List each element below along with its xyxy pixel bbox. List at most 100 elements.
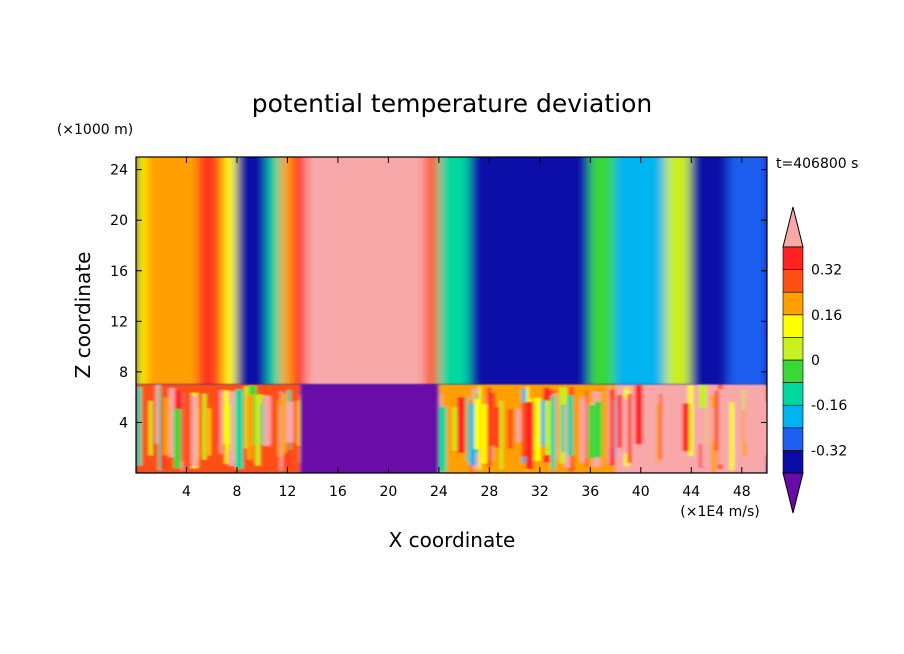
y-tick-label: 8 xyxy=(119,365,128,381)
lower-strand xyxy=(718,389,726,465)
lower-strand xyxy=(158,387,161,471)
lower-strand xyxy=(764,401,767,456)
lower-strand xyxy=(691,395,698,454)
lower-strand xyxy=(246,394,254,460)
upper-column-14 xyxy=(469,157,592,385)
colorbar-label: 0.16 xyxy=(811,308,842,324)
lower-strand xyxy=(711,408,715,442)
lower-strand xyxy=(516,408,522,443)
lower-strand xyxy=(676,394,683,456)
lower-strand xyxy=(487,387,492,467)
x-tick-label: 36 xyxy=(581,484,599,500)
colorbar-segment xyxy=(782,314,804,338)
lower-strand xyxy=(521,402,529,457)
upper-column-16 xyxy=(614,157,668,385)
lower-strand xyxy=(495,407,500,448)
lower-strand xyxy=(474,399,480,450)
lower-strand xyxy=(567,395,574,456)
lower-strand xyxy=(525,401,534,470)
y-tick-label: 24 xyxy=(110,163,128,179)
lower-strand xyxy=(656,403,660,464)
upper-column-17 xyxy=(665,157,693,385)
upper-column-15 xyxy=(589,157,617,385)
upper-column-3 xyxy=(185,157,201,385)
colorbar-segment xyxy=(782,450,804,474)
x-tick-label: 24 xyxy=(430,484,448,500)
lower-strand xyxy=(550,396,556,470)
x-tick-label: 12 xyxy=(279,484,297,500)
lower-strand xyxy=(469,403,477,466)
lower-strand xyxy=(623,398,629,453)
lower-strand xyxy=(659,393,662,460)
lower-strand xyxy=(607,399,613,449)
lower-strand xyxy=(168,387,175,458)
upper-column-11 xyxy=(305,157,428,385)
lower-strand xyxy=(724,406,728,468)
x-tick-label: 40 xyxy=(632,484,650,500)
lower-strand xyxy=(698,407,706,445)
lower-strand xyxy=(163,397,170,456)
lower-strand xyxy=(757,408,761,444)
lower-strand xyxy=(202,393,207,460)
upper-layer xyxy=(136,157,767,385)
lower-patch-1 xyxy=(300,384,439,473)
x-tick-label: 20 xyxy=(379,484,397,500)
lower-strand xyxy=(205,407,209,472)
colorbar-label: -0.16 xyxy=(811,398,847,414)
y-axis-label: Z coordinate xyxy=(71,252,95,379)
lower-strand xyxy=(714,390,719,451)
lower-strand xyxy=(729,402,734,471)
lower-strand xyxy=(148,400,153,456)
upper-column-10 xyxy=(292,157,308,385)
lower-strand xyxy=(478,385,482,471)
lower-strand xyxy=(478,390,485,466)
colorbar-segment xyxy=(782,269,804,293)
colorbar-segment xyxy=(782,427,804,451)
lower-strand xyxy=(742,409,747,456)
chart-title: potential temperature deviation xyxy=(252,89,652,118)
x-tick-label: 8 xyxy=(232,484,241,500)
time-label: t=406800 s xyxy=(776,156,858,172)
colorbar-label: -0.32 xyxy=(811,443,847,459)
lower-strand xyxy=(452,406,457,451)
lower-strand xyxy=(635,385,643,445)
lower-strand xyxy=(228,403,231,451)
lower-strand xyxy=(585,390,588,467)
y-tick-label: 20 xyxy=(110,213,128,229)
lower-strand xyxy=(688,384,694,456)
x-tick-label: 32 xyxy=(531,484,549,500)
lower-strand xyxy=(489,392,496,446)
lower-strand xyxy=(499,400,503,470)
y-tick-label: 12 xyxy=(110,314,128,330)
lower-strand xyxy=(533,397,541,461)
lower-strand xyxy=(617,395,622,448)
lower-strand xyxy=(594,401,603,458)
lower-strand xyxy=(159,399,165,469)
y-unit-label: (×1000 m) xyxy=(57,122,133,138)
lower-strand xyxy=(544,400,551,455)
colorbar-label: 0.32 xyxy=(811,263,842,279)
lower-strand xyxy=(155,384,161,445)
colorbar-segment xyxy=(782,246,804,270)
colorbar-segment xyxy=(782,291,804,316)
lower-strand xyxy=(744,393,750,443)
colorbar-top-triangle xyxy=(782,206,804,248)
y-tick-label: 4 xyxy=(119,415,128,431)
lower-strand xyxy=(263,395,271,446)
lower-strand xyxy=(607,386,610,465)
colorbar-bottom-triangle xyxy=(782,472,804,514)
y-tick-label: 16 xyxy=(110,264,128,280)
lower-strand xyxy=(244,386,249,449)
lower-strand xyxy=(735,387,738,454)
lower-strand xyxy=(582,398,586,459)
lower-strand xyxy=(228,391,235,466)
x-unit-label: (×1E4 m/s) xyxy=(680,504,759,520)
x-tick-label: 44 xyxy=(682,484,700,500)
lower-strand xyxy=(759,389,763,472)
lower-strand xyxy=(286,401,294,443)
x-axis: 4 8 12 16 20 24 28 32 36 40 44 48 xyxy=(182,157,751,500)
lower-strand xyxy=(466,396,469,462)
plot-area xyxy=(136,157,767,473)
lower-strand xyxy=(457,397,466,447)
